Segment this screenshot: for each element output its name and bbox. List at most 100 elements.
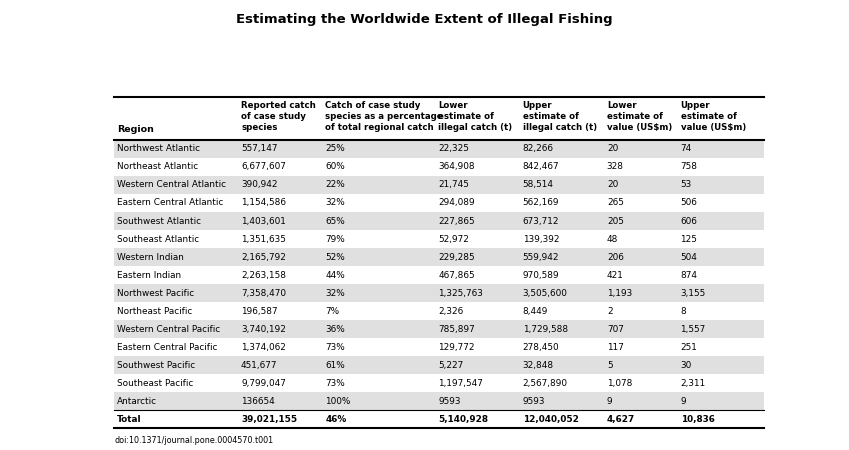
Text: 5,227: 5,227 [438,360,464,369]
Text: 390,942: 390,942 [241,180,278,189]
Text: 3,155: 3,155 [681,288,706,297]
Text: 9: 9 [607,397,612,406]
Text: 52%: 52% [325,252,345,261]
Text: 100%: 100% [325,397,351,406]
Text: 129,772: 129,772 [438,342,475,351]
Text: 82,266: 82,266 [523,144,554,153]
Text: 10,836: 10,836 [681,415,714,424]
Text: 65%: 65% [325,216,345,225]
Text: 229,285: 229,285 [438,252,475,261]
Text: 139,392: 139,392 [523,234,559,243]
Text: 73%: 73% [325,342,345,351]
Text: 1,351,635: 1,351,635 [241,234,286,243]
Text: 1,557: 1,557 [681,324,706,333]
Text: 30: 30 [681,360,692,369]
Text: 46%: 46% [325,415,346,424]
Text: 874: 874 [681,270,698,279]
Text: 9593: 9593 [523,397,545,406]
Text: 364,908: 364,908 [438,162,475,171]
Bar [114,356,764,374]
Text: Upper
estimate of
illegal catch (t): Upper estimate of illegal catch (t) [523,101,597,132]
Text: 557,147: 557,147 [241,144,278,153]
Bar [114,320,764,338]
Text: Western Central Atlantic: Western Central Atlantic [117,180,227,189]
Text: 227,865: 227,865 [438,216,475,225]
Text: 39,021,155: 39,021,155 [241,415,297,424]
Text: Eastern Central Atlantic: Eastern Central Atlantic [117,198,223,207]
Text: 506: 506 [681,198,697,207]
Text: 278,450: 278,450 [523,342,559,351]
Text: 451,677: 451,677 [241,360,278,369]
Text: 758: 758 [681,162,698,171]
Text: 79%: 79% [325,234,345,243]
Text: 3,740,192: 3,740,192 [241,324,286,333]
Text: 5,140,928: 5,140,928 [438,415,488,424]
Text: Northeast Pacific: Northeast Pacific [117,306,193,315]
Text: 1,325,763: 1,325,763 [438,288,483,297]
Text: 125: 125 [681,234,697,243]
Text: Southwest Pacific: Southwest Pacific [117,360,195,369]
Text: Southeast Atlantic: Southeast Atlantic [117,234,200,243]
Text: 6,677,607: 6,677,607 [241,162,286,171]
Text: 504: 504 [681,252,697,261]
Text: 12,040,052: 12,040,052 [523,415,578,424]
Text: Western Central Pacific: Western Central Pacific [117,324,221,333]
Text: 44%: 44% [325,270,345,279]
Text: 265: 265 [607,198,624,207]
Bar [114,392,764,410]
Text: 1,154,586: 1,154,586 [241,198,286,207]
Text: 9593: 9593 [438,397,461,406]
Text: 20: 20 [607,144,618,153]
Text: 73%: 73% [325,378,345,387]
Text: 22%: 22% [325,180,345,189]
Text: 2: 2 [607,306,612,315]
Text: 251: 251 [681,342,697,351]
Text: 5: 5 [607,360,612,369]
Text: 136654: 136654 [241,397,275,406]
Text: 2,263,158: 2,263,158 [241,270,286,279]
Text: Southeast Pacific: Southeast Pacific [117,378,194,387]
Text: 2,165,792: 2,165,792 [241,252,286,261]
Text: Northwest Pacific: Northwest Pacific [117,288,194,297]
Text: Antarctic: Antarctic [117,397,157,406]
Text: 9,799,047: 9,799,047 [241,378,286,387]
Text: 36%: 36% [325,324,345,333]
Text: 606: 606 [681,216,697,225]
Text: 21,745: 21,745 [438,180,469,189]
Text: 52,972: 52,972 [438,234,469,243]
Text: 22,325: 22,325 [438,144,469,153]
Text: Upper
estimate of
value (US$m): Upper estimate of value (US$m) [681,101,745,132]
Text: 1,403,601: 1,403,601 [241,216,286,225]
Text: 421: 421 [607,270,624,279]
Text: 9: 9 [681,397,686,406]
Text: Southwest Atlantic: Southwest Atlantic [117,216,201,225]
Text: 32,848: 32,848 [523,360,554,369]
Text: 117: 117 [607,342,624,351]
Text: 196,587: 196,587 [241,306,278,315]
Text: 1,193: 1,193 [607,288,633,297]
Text: 842,467: 842,467 [523,162,559,171]
Text: 467,865: 467,865 [438,270,475,279]
Text: Catch of case study
species as a percentage
of total regional catch: Catch of case study species as a percent… [325,101,443,132]
Text: 1,197,547: 1,197,547 [438,378,483,387]
Text: Estimating the Worldwide Extent of Illegal Fishing: Estimating the Worldwide Extent of Illeg… [236,14,613,27]
Text: Lower
estimate of
illegal catch (t): Lower estimate of illegal catch (t) [438,101,513,132]
Text: Lower
estimate of
value (US$m): Lower estimate of value (US$m) [607,101,672,132]
Text: 74: 74 [681,144,692,153]
Text: Northeast Atlantic: Northeast Atlantic [117,162,199,171]
Text: Eastern Indian: Eastern Indian [117,270,182,279]
Text: 1,729,588: 1,729,588 [523,324,568,333]
Text: 7,358,470: 7,358,470 [241,288,286,297]
Text: 32%: 32% [325,198,345,207]
Text: 673,712: 673,712 [523,216,559,225]
Bar [114,140,764,158]
Text: 970,589: 970,589 [523,270,559,279]
Text: Reported catch
of case study
species: Reported catch of case study species [241,101,316,132]
Text: 3,505,600: 3,505,600 [523,288,567,297]
Text: 2,326: 2,326 [438,306,464,315]
Text: Total: Total [117,415,142,424]
Text: 294,089: 294,089 [438,198,475,207]
Text: 48: 48 [607,234,618,243]
Text: Region: Region [117,125,155,134]
Text: 785,897: 785,897 [438,324,475,333]
